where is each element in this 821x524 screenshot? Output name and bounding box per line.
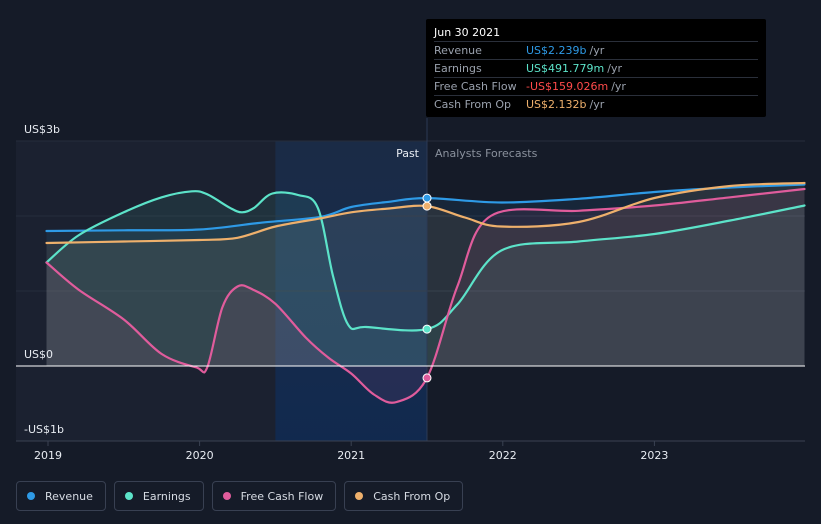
revenue-area xyxy=(46,184,805,366)
tooltip-unit: /yr xyxy=(589,98,605,111)
y-tick-label: -US$1b xyxy=(24,423,64,436)
tooltip-value: -US$159.026m xyxy=(526,80,609,93)
chart-canvas: US$3b US$0 -US$1b 2019 2020 2021 2022 2023 Pas… xyxy=(16,118,806,462)
tooltip-value: US$2.239b xyxy=(526,44,587,57)
legend-dot-icon xyxy=(222,492,231,500)
legend-label: Free Cash Flow xyxy=(240,489,324,503)
cash-from-op-marker xyxy=(422,201,432,211)
tooltip-label: Earnings xyxy=(434,62,482,75)
tooltip-unit: /yr xyxy=(611,80,626,93)
tooltip-unit: /yr xyxy=(589,44,605,57)
x-tick-label: 2022 xyxy=(489,449,517,462)
legend-item-cash-from-op[interactable]: Cash From Op xyxy=(344,481,464,511)
cash-from-op-line[interactable] xyxy=(45,181,806,245)
legend-label: Cash From Op xyxy=(373,489,451,503)
tooltip-value: US$491.779m xyxy=(526,62,605,75)
free-cash-flow-marker xyxy=(422,373,432,383)
legend-dot-icon xyxy=(124,492,133,500)
tooltip-label: Free Cash Flow xyxy=(434,80,517,93)
legend: Revenue Earnings Free Cash Flow Cash Fro… xyxy=(16,481,464,511)
legend-item-free-cash-flow[interactable]: Free Cash Flow xyxy=(211,481,337,511)
earnings-line[interactable] xyxy=(45,190,806,332)
forecast-label: Analysts Forecasts xyxy=(435,147,538,160)
x-tick-label: 2019 xyxy=(34,449,62,462)
x-tick-label: 2023 xyxy=(640,449,668,462)
past-label: Past xyxy=(396,147,420,160)
cash-from-op-area xyxy=(46,183,805,366)
tooltip-label: Cash From Op xyxy=(434,98,512,111)
tooltip-value: US$2.132b xyxy=(526,98,587,111)
tooltip-date: Jun 30 2021 xyxy=(434,26,501,39)
legend-item-earnings[interactable]: Earnings xyxy=(113,481,204,511)
free-cash-flow-line[interactable] xyxy=(45,187,806,404)
tooltip-label: Revenue xyxy=(434,44,482,57)
earnings-area xyxy=(46,191,805,366)
tooltip-row-revenue: Revenue US$2.239b /yr xyxy=(434,41,758,59)
tooltip-row-earnings: Earnings US$491.779m /yr xyxy=(434,59,758,77)
y-tick-label: US$0 xyxy=(24,348,53,361)
tooltip-unit: /yr xyxy=(607,62,622,75)
x-tick-label: 2020 xyxy=(186,449,214,462)
tooltip-row-free-cash-flow: Free Cash Flow -US$159.026m /yr xyxy=(434,77,758,95)
tooltip-row-cash-from-op: Cash From Op US$2.132b /yr xyxy=(434,95,758,113)
tooltip: Jun 30 2021 Revenue US$2.239b /yr Earnin… xyxy=(426,19,766,117)
x-tick-label: 2021 xyxy=(337,449,365,462)
legend-dot-icon xyxy=(355,492,364,500)
earnings-marker xyxy=(422,324,432,334)
revenue-marker xyxy=(422,193,432,203)
revenue-line[interactable] xyxy=(45,183,806,233)
y-tick-label: US$3b xyxy=(24,123,60,136)
free-cash-flow-area xyxy=(46,189,805,403)
legend-label: Earnings xyxy=(142,489,191,503)
legend-item-revenue[interactable]: Revenue xyxy=(16,481,106,511)
legend-dot-icon xyxy=(27,492,35,500)
legend-label: Revenue xyxy=(45,489,93,503)
